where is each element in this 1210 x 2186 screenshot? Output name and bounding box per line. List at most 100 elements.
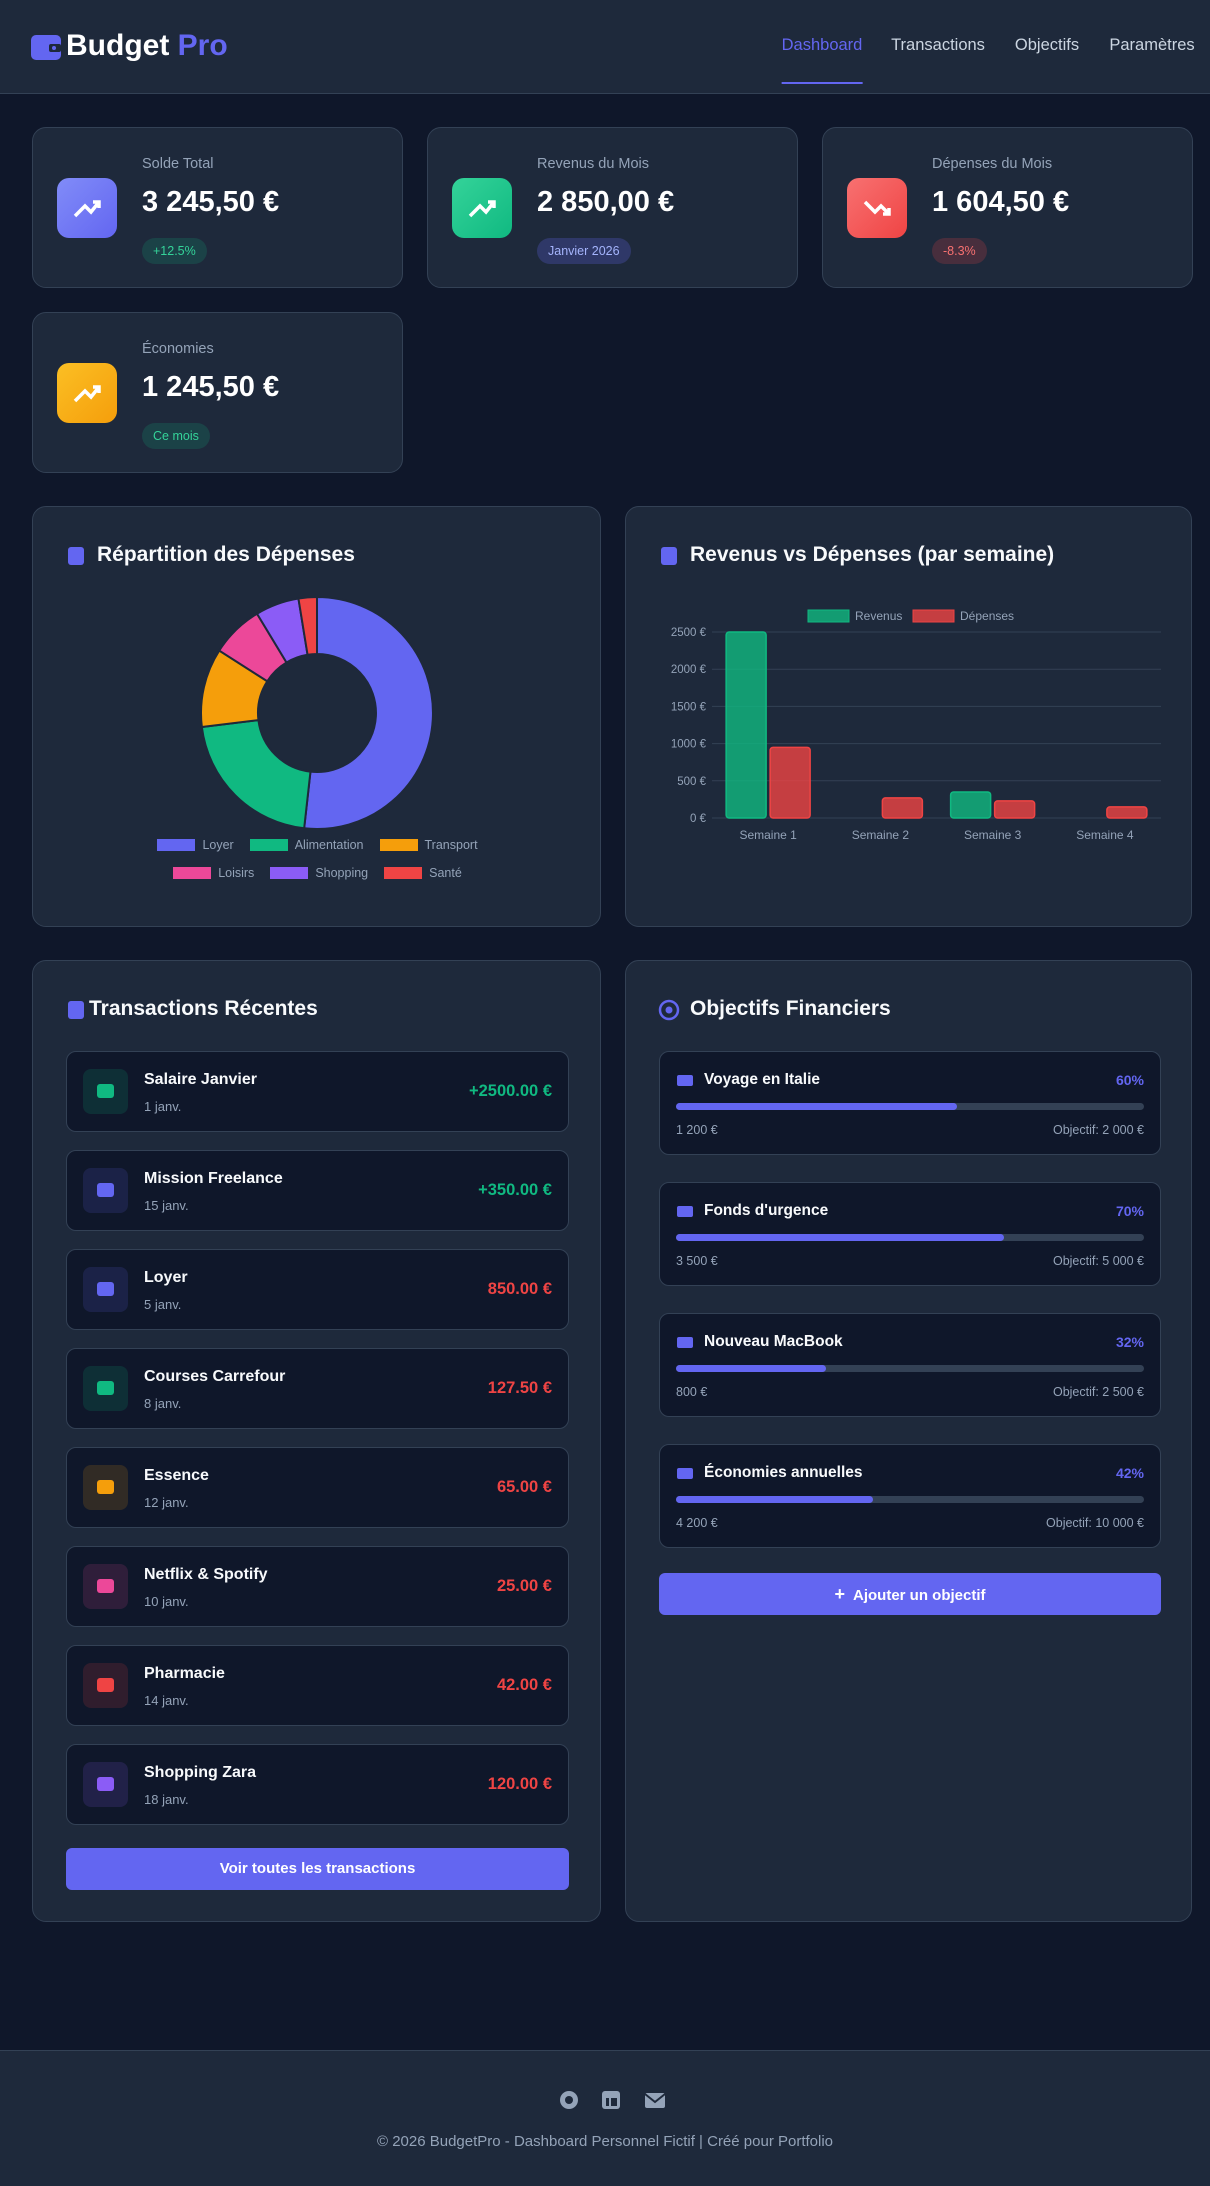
transaction-icon	[83, 1762, 128, 1807]
stat-value: 1 245,50 €	[142, 371, 280, 403]
transaction-name: Pharmacie	[144, 1665, 225, 1682]
icon-glyph	[97, 1777, 114, 1791]
goal-name: Voyage en Italie	[704, 1071, 821, 1088]
goal-current: 800 €	[676, 1385, 708, 1399]
bar	[725, 631, 767, 819]
footer: © 2026 BudgetPro - Dashboard Personnel F…	[0, 2050, 1210, 2186]
chart-title: Revenus vs Dépenses (par semaine)	[690, 543, 1055, 566]
title-icon	[68, 547, 84, 565]
glyph	[97, 1183, 114, 1197]
view-all-button[interactable]: Voir toutes les transactions	[66, 1848, 569, 1890]
goal-name: Nouveau MacBook	[704, 1333, 843, 1350]
bar	[881, 797, 924, 819]
stat-badge: +12.5%	[142, 238, 207, 264]
transaction-amount: 120.00 €	[487, 1775, 552, 1793]
transaction-item: Shopping Zara 18 janv. 120.00 €	[66, 1744, 569, 1825]
icon-glyph	[468, 200, 496, 218]
legend-item: Alimentation	[249, 837, 364, 853]
add-goal-button[interactable]: + Ajouter un objectif	[659, 1573, 1161, 1615]
nav-link[interactable]: Transactions	[891, 36, 985, 54]
goal-name: Économies annuelles	[704, 1464, 863, 1481]
transaction-name: Essence	[144, 1467, 209, 1484]
legend-item: Shopping	[270, 865, 368, 881]
brand-main: Budget	[66, 29, 170, 62]
legend-item: Santé	[384, 865, 462, 881]
progress-fill	[676, 1365, 826, 1372]
stat-card: Solde Total 3 245,50 € +12.5%	[32, 127, 403, 288]
transaction-icon	[83, 1168, 128, 1213]
icon-glyph	[97, 1480, 114, 1494]
nav-link[interactable]: Objectifs	[1014, 36, 1080, 54]
x-tick-label: Semaine 1	[739, 828, 797, 842]
bar	[949, 791, 992, 819]
goal-icon	[677, 1075, 693, 1086]
goal-item: Voyage en Italie 60% 1 200 € Objectif: 2 00…	[659, 1051, 1161, 1155]
title-icon	[68, 1001, 84, 1019]
transaction-icon	[83, 1366, 128, 1411]
goal-target: Objectif: 2 000 €	[1052, 1123, 1144, 1137]
y-tick-label: 1000 €	[671, 739, 707, 751]
icon-glyph	[97, 1381, 114, 1395]
transaction-date: 1 janv.	[144, 1099, 182, 1114]
stat-badge: Ce mois	[142, 423, 210, 449]
donut-chart	[200, 595, 434, 830]
stat-card: Revenus du Mois 2 850,00 € Janvier 2026	[427, 127, 798, 288]
legend-swatch	[912, 609, 955, 623]
legend-item: Loyer	[157, 837, 234, 853]
goal-percent: 70%	[1115, 1203, 1144, 1219]
bar	[993, 800, 1036, 819]
legend-label: Santé	[429, 866, 462, 880]
chart-card: Revenus vs Dépenses (par semaine) 0 € 500 …	[625, 506, 1192, 927]
transaction-item: Essence 12 janv. 65.00 €	[66, 1447, 569, 1528]
transaction-amount: +2500.00 €	[468, 1082, 552, 1100]
goal-target: Objectif: 2 500 €	[1052, 1385, 1144, 1399]
transaction-icon	[83, 1564, 128, 1609]
footer-text: © 2026 BudgetPro - Dashboard Personnel F…	[376, 2133, 834, 2150]
transaction-item: Courses Carrefour 8 janv. 127.50 €	[66, 1348, 569, 1429]
transaction-date: 18 janv.	[144, 1792, 189, 1807]
icon-glyph	[73, 385, 101, 403]
x-tick-label: Semaine 2	[852, 828, 910, 842]
brand-icon	[31, 35, 61, 60]
y-tick-label: 0 €	[690, 813, 707, 825]
goal-icon	[677, 1337, 693, 1348]
card-title: Objectifs Financiers	[690, 997, 891, 1020]
transactions-card: Transactions Récentes Salaire Janvier 1 ja…	[32, 960, 601, 1922]
stat-label: Revenus du Mois	[537, 156, 650, 172]
legend-swatch	[249, 839, 288, 851]
nav-link[interactable]: Dashboard	[781, 36, 863, 84]
transaction-name: Netflix & Spotify	[144, 1566, 268, 1583]
x-tick-label: Semaine 4	[1076, 828, 1134, 842]
navbar: Budget Pro Dashboard Transactions Objectif…	[0, 0, 1210, 94]
glyph	[97, 1282, 114, 1296]
stat-icon	[847, 178, 907, 238]
y-tick-label: 500 €	[677, 776, 706, 788]
goals-card: Objectifs Financiers Voyage en Italie 60% 1…	[625, 960, 1192, 1922]
glyph	[658, 999, 680, 1021]
bar-chart: 0 € 500 € 1000 € 1500 € 2000 € 2500 € Semaine …	[671, 609, 1161, 842]
transaction-date: 5 janv.	[144, 1297, 182, 1312]
title-icon	[661, 547, 677, 565]
legend-item: Transport	[379, 837, 478, 853]
legend-label: Loisirs	[218, 866, 255, 880]
glyph	[677, 1206, 693, 1217]
legend-label: Alimentation	[294, 838, 364, 852]
progress-track	[676, 1365, 1144, 1372]
plus-icon: +	[834, 1584, 845, 1604]
nav-link[interactable]: Paramètres	[1109, 36, 1195, 54]
goal-target: Objectif: 10 000 €	[1046, 1516, 1144, 1530]
transaction-item: Netflix & Spotify 10 janv. 25.00 €	[66, 1546, 569, 1627]
legend-swatch	[157, 839, 196, 851]
glyph	[68, 547, 84, 565]
progress-track	[676, 1496, 1144, 1503]
donut-slice	[303, 595, 434, 830]
legend-swatch	[270, 867, 309, 879]
goal-icon	[677, 1206, 693, 1217]
transaction-icon	[83, 1069, 128, 1114]
glyph	[863, 200, 891, 216]
transaction-name: Courses Carrefour	[144, 1368, 286, 1385]
transaction-amount: 42.00 €	[496, 1676, 552, 1694]
transaction-name: Shopping Zara	[144, 1764, 256, 1781]
stat-label: Économies	[142, 341, 214, 357]
transaction-item: Mission Freelance 15 janv. +350.00 €	[66, 1150, 569, 1231]
